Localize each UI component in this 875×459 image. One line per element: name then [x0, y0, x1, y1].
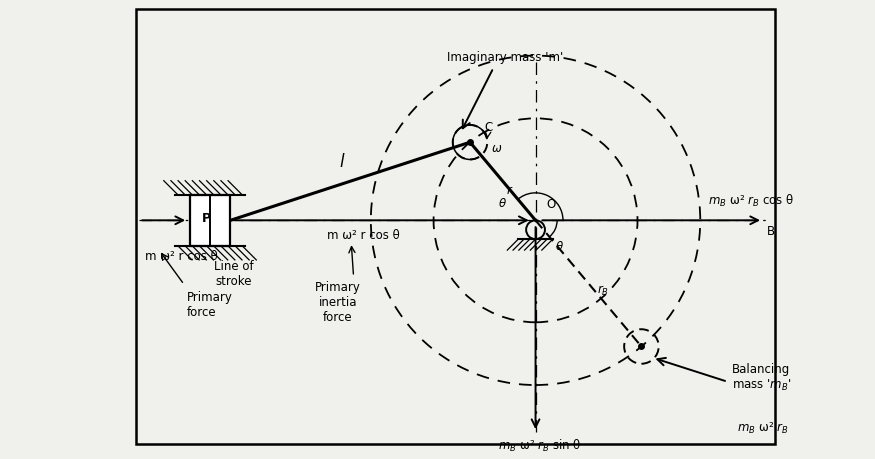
Text: m ω² r cos θ: m ω² r cos θ: [145, 250, 218, 263]
Text: O: O: [547, 198, 556, 211]
Text: P: P: [201, 212, 211, 225]
Text: ω: ω: [492, 142, 502, 155]
Text: $m_B$ ω² $r_B$ sin θ: $m_B$ ω² $r_B$ sin θ: [498, 438, 581, 454]
Bar: [190, 195, 230, 246]
Text: B: B: [766, 225, 775, 238]
Text: r: r: [507, 184, 512, 197]
Text: $r_B$: $r_B$: [597, 284, 609, 298]
Text: C: C: [484, 121, 493, 134]
Text: $m_B$ ω² $r_B$: $m_B$ ω² $r_B$: [737, 421, 788, 436]
Text: $l$: $l$: [340, 153, 346, 171]
Text: Line of
stroke: Line of stroke: [214, 259, 254, 287]
Text: θ: θ: [499, 196, 507, 210]
Text: Balancing
mass '$m_B$': Balancing mass '$m_B$': [732, 363, 791, 393]
Text: m ω² r cos θ: m ω² r cos θ: [326, 230, 399, 242]
Text: θ: θ: [556, 241, 563, 253]
Text: Imaginary mass 'm': Imaginary mass 'm': [447, 51, 564, 64]
Text: $m_B$ ω² $r_B$ cos θ: $m_B$ ω² $r_B$ cos θ: [708, 193, 794, 209]
Text: Primary
force: Primary force: [186, 291, 233, 319]
Text: Primary
inertia
force: Primary inertia force: [315, 281, 360, 325]
